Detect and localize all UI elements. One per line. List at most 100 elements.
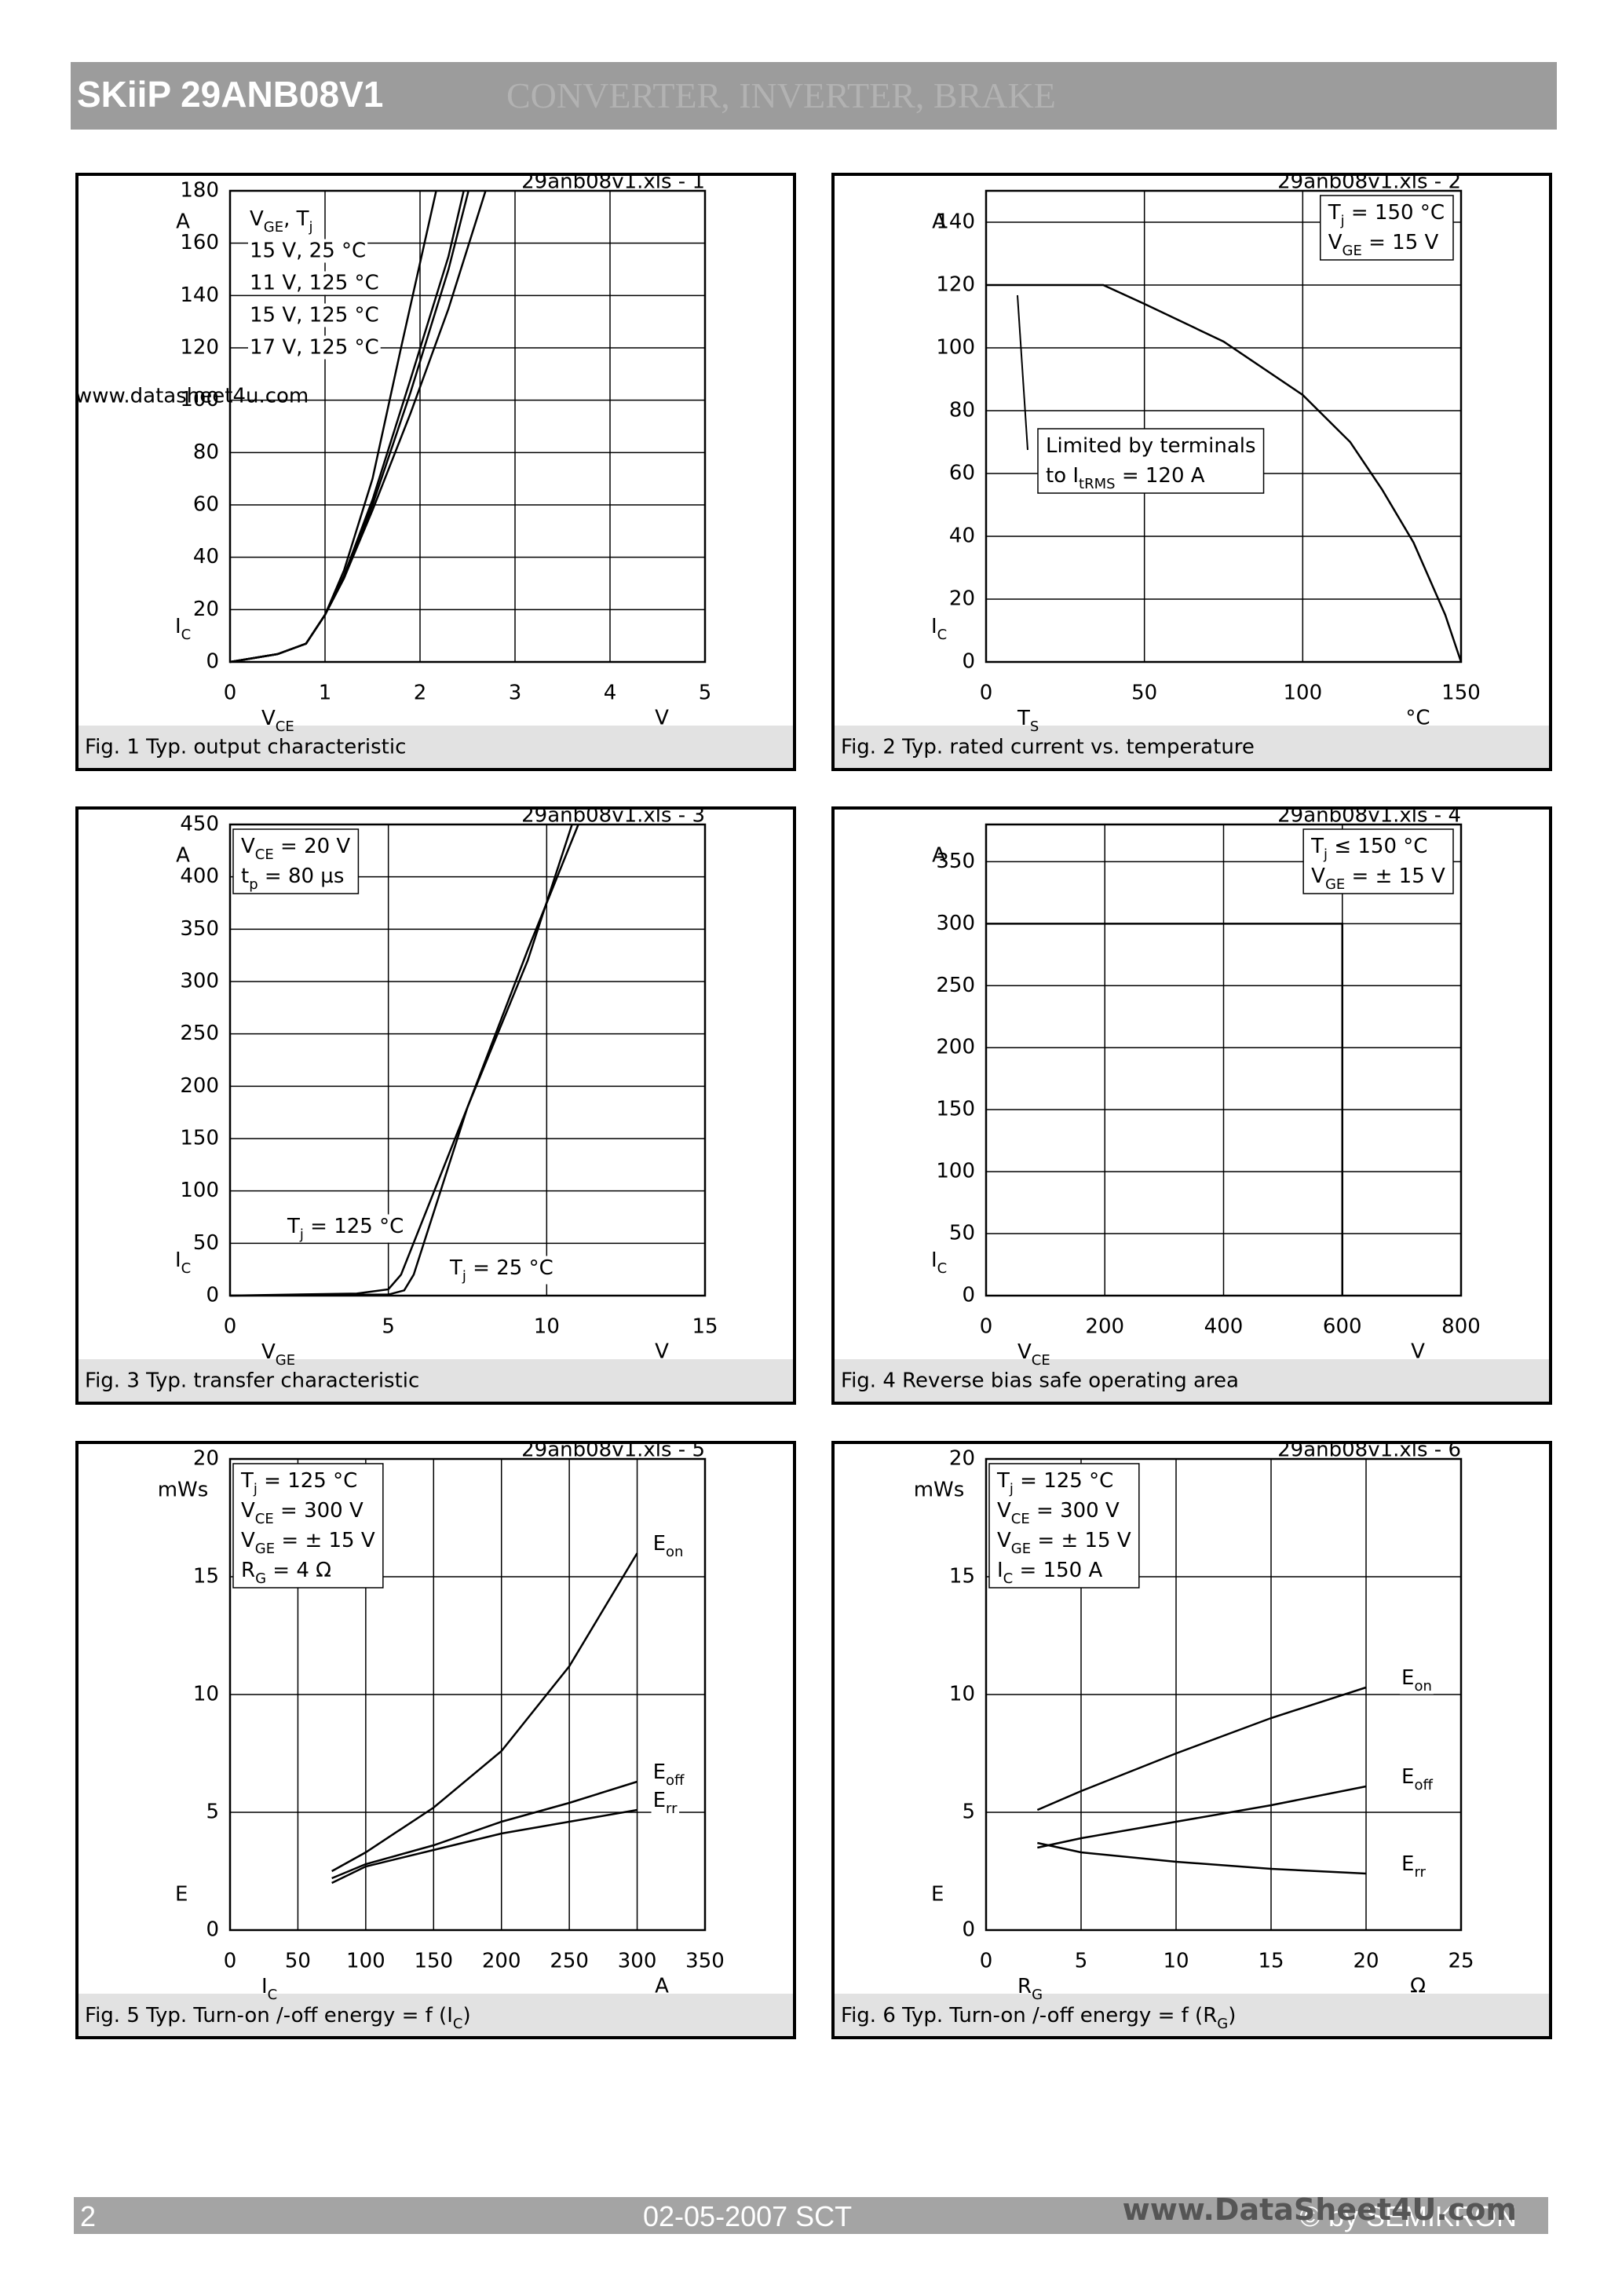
y-tick-label: 100	[180, 388, 219, 411]
series-label: Err	[653, 1789, 678, 1817]
x-tick-label: 15	[692, 1315, 718, 1339]
caption-part: )	[462, 2004, 470, 2027]
x-tick-label: 0	[224, 1315, 237, 1339]
caption: Fig. 6 Typ. Turn-on /-off energy = f (RG…	[841, 2004, 1236, 2032]
chart-panel: Fig. 1 Typ. output characteristic 29anb08…	[75, 170, 796, 771]
series-line	[1036, 1686, 1367, 1812]
box-line-part: G	[255, 1570, 266, 1587]
box-frame	[232, 1463, 384, 1589]
leader-line	[1017, 294, 1028, 451]
box-line-part: CE	[255, 1511, 274, 1527]
x-tick-label: 600	[1323, 1315, 1362, 1339]
label-bg	[248, 335, 381, 360]
x-label-part: CE	[1032, 1352, 1050, 1369]
box-line-part: = 20 V	[274, 835, 351, 858]
x-label-part: C	[268, 1987, 278, 2003]
chart: Fig. 6 Typ. Turn-on /-off energy = f (RG…	[831, 1439, 1552, 2039]
box-line-part: = ± 15 V	[275, 1529, 375, 1552]
label-bg	[1400, 1665, 1434, 1695]
x-label-part: GE	[276, 1352, 295, 1369]
box-line-part: tRMS	[1079, 476, 1116, 492]
label-bg	[651, 1788, 680, 1817]
box-line: Tj = 125 °C	[240, 1469, 357, 1497]
y-tick-label: 20	[193, 598, 219, 621]
x-unit: V	[655, 1340, 669, 1364]
y-unit: A	[176, 210, 190, 234]
caption-part: C	[453, 2016, 463, 2032]
caption-bar	[835, 1359, 1549, 1402]
y-label-part: C	[181, 627, 192, 643]
x-tick-label: 300	[618, 1950, 657, 1973]
caption-part: )	[1228, 2004, 1236, 2027]
chart: Fig. 4 Reverse bias safe operating area 2…	[831, 804, 1552, 1405]
label-bg	[1400, 1764, 1435, 1793]
x-label-part: CE	[276, 718, 294, 735]
y-tick-label: 120	[936, 273, 975, 297]
box-line: VGE = ± 15 V	[1311, 865, 1445, 893]
chart: Fig. 3 Typ. transfer characteristic 29anb…	[75, 804, 796, 1405]
caption-part: Fig. 6 Typ. Turn-on /-off energy = f (R	[841, 2004, 1217, 2027]
box-line: VCE = 20 V	[241, 835, 350, 863]
chart: Fig. 1 Typ. output characteristic 29anb08…	[75, 170, 796, 771]
series-line	[1037, 1785, 1367, 1849]
y-tick-label: 40	[949, 525, 975, 548]
x-label-part: V	[1017, 1340, 1032, 1364]
y-label-part: C	[181, 1260, 192, 1277]
series-line	[986, 923, 1343, 1296]
box-frame	[988, 1463, 1140, 1589]
box-line-part: C	[1003, 1570, 1014, 1587]
y-tick-label: 20	[193, 1447, 219, 1471]
y-tick-label: 10	[193, 1683, 219, 1706]
caption-bar	[835, 1994, 1549, 2036]
box-line-part: = 150 °C	[1345, 201, 1445, 225]
y-label: E	[931, 1883, 944, 1907]
series-label: Eoff	[653, 1760, 685, 1789]
legend-title-part: j	[309, 219, 313, 236]
y-tick-label: 0	[206, 1918, 219, 1942]
x-tick-label: 50	[1131, 682, 1157, 705]
panel-frame	[831, 1441, 1552, 2039]
y-tick-label: 20	[949, 587, 975, 611]
box-line-part: R	[241, 1559, 255, 1582]
label-bg	[285, 1214, 406, 1243]
x-tick-label: 100	[346, 1950, 385, 1973]
x-label: IC	[261, 1975, 277, 2003]
x-tick-label: 0	[224, 1950, 237, 1973]
series-label: Tj = 125 °C	[287, 1215, 404, 1243]
y-tick-label: 0	[206, 650, 219, 674]
plot-frame	[228, 1457, 707, 1932]
file-tag: 29anb08v1.xls - 5	[521, 1441, 705, 1462]
box-line-part: GE	[1325, 876, 1345, 893]
y-tick-label: 5	[206, 1801, 219, 1824]
series-line	[229, 190, 465, 664]
box-line-part: = 80 µs	[258, 865, 345, 888]
series-label: Eon	[653, 1532, 684, 1560]
x-tick-label: 100	[1284, 682, 1323, 705]
x-tick-label: 5	[699, 682, 712, 705]
y-tick-label: 0	[206, 1284, 219, 1307]
box-line-part: Limited by terminals	[1046, 434, 1256, 458]
x-tick-label: 150	[414, 1950, 453, 1973]
box-line-part: = 150 A	[1013, 1559, 1102, 1582]
caption-bar	[79, 1359, 793, 1402]
y-tick-label: 200	[180, 1074, 219, 1098]
box-line-part: CE	[255, 846, 274, 863]
series-label-part: E	[1401, 1852, 1414, 1876]
caption-part: G	[1217, 2016, 1228, 2032]
box-line-part: = ± 15 V	[1345, 865, 1445, 888]
caption: Fig. 4 Reverse bias safe operating area	[841, 1369, 1239, 1393]
x-tick-label: 0	[980, 1950, 993, 1973]
series-label-part: E	[1401, 1765, 1414, 1789]
box-line-part: = 300 V	[274, 1499, 363, 1523]
title: SKiiP 29ANB08V1	[77, 74, 384, 115]
y-tick-label: 100	[936, 336, 975, 360]
series-line	[331, 1552, 638, 1873]
x-unit: Ω	[1410, 1975, 1426, 1998]
series-label-part: E	[653, 1760, 666, 1784]
chart-panel: Fig. 2 Typ. rated current vs. temperatur…	[831, 170, 1552, 771]
series-label-part: on	[666, 1544, 683, 1560]
x-unit: V	[655, 707, 669, 730]
